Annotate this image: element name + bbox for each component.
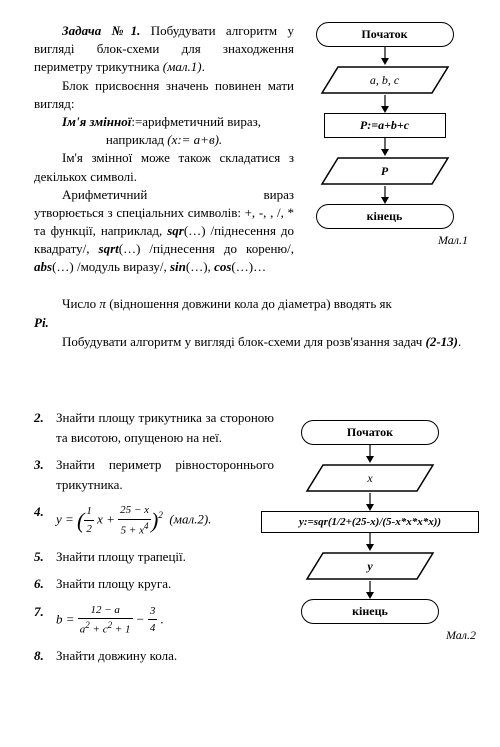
task-4: 4. y = (12 x + 25 − x5 + x4)2 (мал.2). (34, 502, 274, 539)
var-compose: Ім'я змінної може також складатися з дек… (34, 149, 294, 185)
task-4-num: 4. (34, 502, 56, 539)
flow2-output-label: y (305, 551, 435, 581)
arrow-icon (364, 445, 376, 463)
flow2-end: кінець (301, 599, 439, 624)
fn-sqrt-desc: (…) /піднесення до кореню/, (119, 241, 294, 256)
flow1-output-label: P (320, 156, 450, 186)
example-label: наприклад (106, 132, 164, 147)
task-2-num: 2. (34, 408, 56, 447)
arith-word: вираз (263, 187, 294, 202)
task-7: 7. b = 12 − aa2 + c2 + 1 − 34 . (34, 602, 274, 639)
flow2-input: x (305, 463, 435, 493)
task-8-num: 8. (34, 646, 56, 666)
fn-sin: sin (170, 259, 186, 274)
task-2-text: Знайти площу трикутника за стороною та в… (56, 408, 274, 447)
arrow-icon (379, 47, 391, 65)
arrow-icon (379, 186, 391, 204)
flow1-caption: Мал.1 (297, 233, 472, 248)
flow1-input-label: a, b, c (320, 65, 450, 95)
assign-intro: Блок присвоєння значень повинен мати виг… (34, 77, 294, 113)
task-3-text: Знайти периметр рівностороннього трикутн… (56, 455, 274, 494)
task-8: 8. Знайти довжину кола. (34, 646, 274, 666)
build-line: Побудувати алгоритм у вигляді блок-схеми… (62, 334, 422, 349)
flow1-input: a, b, c (320, 65, 450, 95)
task-5-num: 5. (34, 547, 56, 567)
flow2-process: y:=sqr(1/2+(25-x)/(5-x*x*x*x)) (261, 511, 479, 533)
flowchart-1: Початок a, b, c P:=a+b+c P кінець Мал.1 (297, 22, 472, 277)
task-6: 6. Знайти площу круга. (34, 574, 274, 594)
task-2: 2. Знайти площу трикутника за стороною т… (34, 408, 274, 447)
task-3: 3. Знайти периметр рівностороннього трик… (34, 455, 274, 494)
task-7-num: 7. (34, 602, 56, 639)
var-expr: :=арифметичний вираз, (131, 114, 261, 129)
fn-sin-desc: (…), (186, 259, 211, 274)
fn-cos: cos (214, 259, 231, 274)
arrow-icon (379, 138, 391, 156)
task1-ref: (мал.1) (163, 59, 202, 74)
pi-line1: Число (62, 296, 96, 311)
flow1-process: P:=a+b+c (324, 113, 446, 138)
pi-symbol: π (99, 296, 106, 311)
pi-name: Pi. (34, 315, 49, 330)
task-7-formula: b = 12 − aa2 + c2 + 1 − 34 . (56, 602, 274, 639)
intro-text: Задача №1. Побудувати алгоритм у вигляді… (34, 22, 294, 277)
var-name-label: Ім'я змінної (62, 114, 131, 129)
arith-label: Арифметичний (62, 187, 147, 202)
flow2-output: y (305, 551, 435, 581)
fn-sqr: sqr (167, 223, 184, 238)
build-range: (2-13) (425, 334, 458, 349)
flow2-input-label: x (305, 463, 435, 493)
arrow-icon (364, 533, 376, 551)
lower-text: Число π (відношення довжини кола до діам… (34, 295, 472, 352)
task-3-num: 3. (34, 455, 56, 494)
fn-sqrt: sqrt (99, 241, 119, 256)
document-page: Задача №1. Побудувати алгоритм у вигляді… (0, 0, 500, 747)
task-5-text: Знайти площу трапеції. (56, 547, 274, 567)
task-4-formula: y = (12 x + 25 − x5 + x4)2 (мал.2). (56, 502, 274, 539)
task-6-text: Знайти площу круга. (56, 574, 274, 594)
arrow-icon (364, 493, 376, 511)
task-6-num: 6. (34, 574, 56, 594)
pi-line2: (відношення довжини кола до діаметра) вв… (109, 296, 392, 311)
flow1-end: кінець (316, 204, 454, 229)
task-list: 2. Знайти площу трикутника за стороною т… (34, 408, 274, 674)
task1-title: Задача №1. (62, 23, 140, 38)
arrow-icon (379, 95, 391, 113)
fn-abs: abs (34, 259, 52, 274)
task-5: 5. Знайти площу трапеції. (34, 547, 274, 567)
flow2-start: Початок (301, 420, 439, 445)
task-4-suffix: (мал.2). (169, 511, 211, 526)
fn-abs-desc: (…) /модуль виразу/, (52, 259, 167, 274)
task-8-text: Знайти довжину кола. (56, 646, 274, 666)
flow1-output: P (320, 156, 450, 186)
example-expr: (x:= a+в). (167, 132, 222, 147)
flow1-start: Початок (316, 22, 454, 47)
flow2-caption: Мал.2 (260, 628, 480, 643)
fn-cos-desc: (…)… (231, 259, 266, 274)
flowchart-2: Початок x y:=sqr(1/2+(25-x)/(5-x*x*x*x))… (260, 420, 480, 685)
arrow-icon (364, 581, 376, 599)
